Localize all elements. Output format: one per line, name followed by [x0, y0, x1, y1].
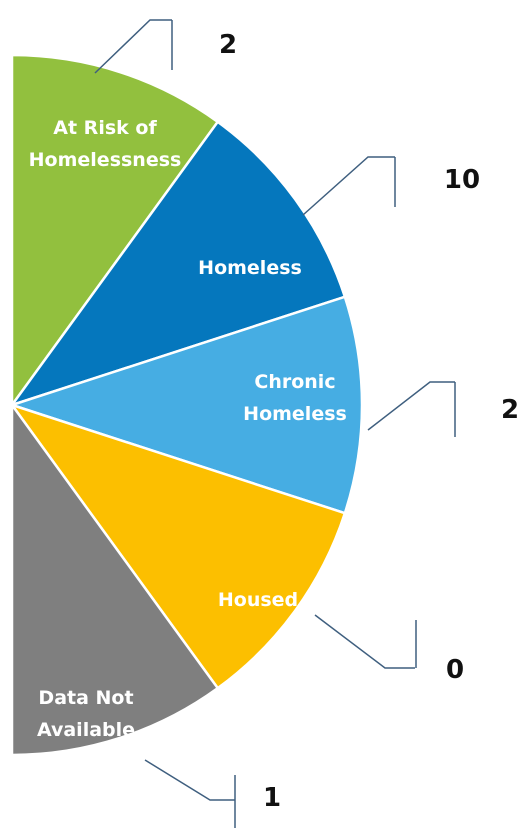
slice-label: Data Not Available	[36, 687, 136, 741]
value-label: 2	[500, 395, 520, 425]
slice-label: Housed	[217, 589, 299, 611]
slice	[10, 401, 220, 757]
value-label: 10	[443, 165, 481, 195]
leader-line	[94, 19, 172, 74]
leader-line	[302, 156, 395, 216]
slice-label: Homeless	[198, 257, 302, 279]
value-label: 0	[445, 655, 465, 685]
value-label: 1	[262, 783, 282, 813]
slice	[10, 53, 220, 409]
value-label: 2	[218, 30, 238, 60]
slice-label: Chronic Homeless	[243, 371, 347, 425]
leader-line	[144, 759, 235, 801]
slice	[8, 402, 347, 690]
slice-label: At Risk of Homelessness	[28, 117, 182, 171]
slice	[7, 295, 364, 515]
leader-line	[314, 614, 415, 669]
slice	[8, 120, 347, 408]
leader-line	[367, 381, 455, 431]
